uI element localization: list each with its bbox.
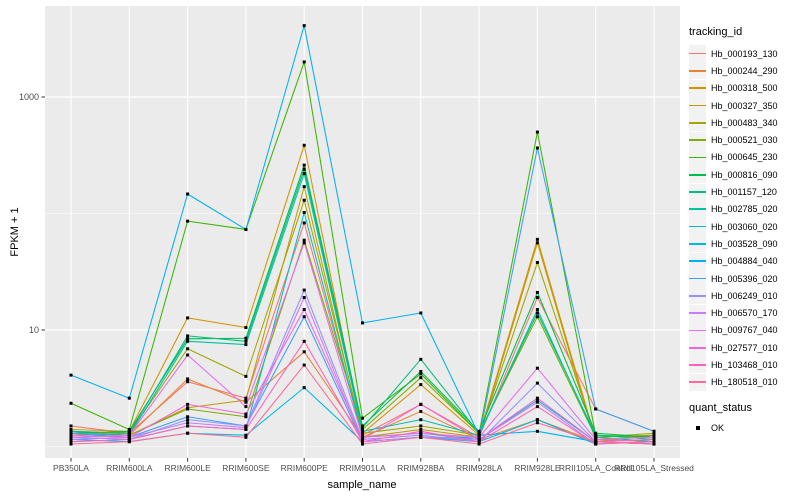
series-color-swatch-icon bbox=[689, 114, 706, 132]
series-color-swatch-icon bbox=[689, 252, 706, 270]
legend-entry: Hb_000244_290 bbox=[689, 62, 778, 80]
legend-entry: Hb_005396_020 bbox=[689, 270, 778, 287]
legend: tracking_id Hb_000193_130 Hb_000244_290 Hb… bbox=[689, 26, 778, 436]
x-tick-label: PB350LA bbox=[53, 463, 89, 473]
y-tick-label: 10 bbox=[29, 325, 39, 335]
series-color-swatch-icon bbox=[689, 218, 706, 236]
legend-entry-ok-label: OK bbox=[711, 422, 725, 433]
legend-entry-label: Hb_002785_020 bbox=[711, 204, 778, 215]
legend-entry-label: Hb_000244_290 bbox=[711, 65, 778, 76]
legend-entry-label: Hb_003060_020 bbox=[711, 221, 778, 232]
legend-entry-label: Hb_180518_010 bbox=[711, 377, 778, 388]
series-color-swatch-icon bbox=[689, 166, 706, 184]
legend-entry-label: Hb_004884_040 bbox=[711, 256, 778, 267]
x-tick-label: RRIM928BA bbox=[397, 463, 445, 473]
x-tick-label: RRIM600SE bbox=[222, 463, 270, 473]
legend-title-quant-status: quant_status bbox=[689, 401, 752, 414]
series-color-swatch-icon bbox=[689, 148, 706, 166]
y-axis-title: FPKM + 1 bbox=[9, 207, 21, 257]
legend-entry-label: Hb_000521_030 bbox=[711, 135, 778, 146]
legend-entry: Hb_009767_040 bbox=[689, 321, 778, 339]
legend-entry-label: Hb_000483_340 bbox=[711, 117, 778, 128]
x-tick-label: RRIM600PE bbox=[281, 463, 329, 473]
legend-entry-label: Hb_009767_040 bbox=[711, 325, 778, 336]
x-tick-label: RRIM600LA bbox=[106, 463, 153, 473]
series-color-swatch-icon bbox=[689, 373, 706, 391]
legend-entry: Hb_006570_170 bbox=[689, 304, 778, 322]
series-color-swatch-icon bbox=[689, 339, 706, 357]
legend-entry-label: Hb_000327_350 bbox=[711, 100, 778, 111]
legend-entry: Hb_006249_010 bbox=[689, 287, 778, 305]
legend-entry: Hb_000193_130 bbox=[689, 45, 778, 63]
x-tick-label: RRII105LA_Control bbox=[559, 463, 633, 473]
legend-entry-label: Hb_000816_090 bbox=[711, 169, 778, 180]
x-tick-label: RRIM928LE bbox=[514, 463, 561, 473]
legend-entry-label: Hb_000645_230 bbox=[711, 152, 778, 163]
legend-entry-label: Hb_006570_170 bbox=[711, 308, 778, 319]
series-color-swatch-icon bbox=[689, 270, 706, 287]
y-tick-label: 1000 bbox=[19, 92, 39, 102]
legend-entry: Hb_002785_020 bbox=[689, 200, 778, 218]
legend-title-tracking-id: tracking_id bbox=[689, 26, 743, 38]
x-tick-label: RRIM928LA bbox=[456, 463, 503, 473]
x-axis-title: sample_name bbox=[327, 479, 397, 491]
legend-entry: Hb_103468_010 bbox=[689, 356, 778, 374]
legend-entry: Hb_000318_500 bbox=[689, 79, 778, 97]
series-color-swatch-icon bbox=[689, 79, 706, 97]
series-color-swatch-icon bbox=[689, 62, 706, 80]
series-color-swatch-icon bbox=[689, 321, 706, 339]
data-points bbox=[69, 24, 656, 446]
legend-entry: Hb_000645_230 bbox=[689, 148, 778, 166]
series-color-swatch-icon bbox=[689, 287, 706, 305]
legend-entry: Hb_003528_090 bbox=[689, 235, 778, 253]
legend-entry-label: Hb_005396_020 bbox=[711, 273, 778, 284]
legend-entry: Hb_000521_030 bbox=[689, 131, 778, 149]
ok-point-swatch-icon bbox=[689, 419, 706, 436]
series-color-swatch-icon bbox=[689, 45, 706, 63]
legend-entry-label: Hb_003528_090 bbox=[711, 238, 778, 249]
legend-entries: Hb_000193_130 Hb_000244_290 Hb_000318_500 H… bbox=[689, 45, 778, 391]
x-tick-label: RRII105LA_Stressed bbox=[614, 463, 694, 473]
legend-entry: Hb_001157_120 bbox=[689, 183, 778, 201]
legend-entry-label: Hb_000318_500 bbox=[711, 83, 778, 94]
legend-entry: Hb_180518_010 bbox=[689, 373, 778, 391]
series-color-swatch-icon bbox=[689, 235, 706, 253]
series-color-swatch-icon bbox=[689, 200, 706, 218]
legend-entry-label: Hb_027577_010 bbox=[711, 342, 778, 353]
series-color-swatch-icon bbox=[689, 356, 706, 374]
legend-entry-label: Hb_103468_010 bbox=[711, 359, 778, 370]
legend-entry: Hb_027577_010 bbox=[689, 339, 778, 357]
x-tick-label: RRIM600LE bbox=[164, 463, 211, 473]
series-color-swatch-icon bbox=[689, 97, 706, 115]
x-tick-label: RRIM901LA bbox=[339, 463, 386, 473]
series-color-swatch-icon bbox=[689, 183, 706, 201]
legend-entry: Hb_000483_340 bbox=[689, 114, 778, 132]
legend-entry: Hb_003060_020 bbox=[689, 218, 778, 236]
legend-entry-label: Hb_001157_120 bbox=[711, 187, 777, 198]
series-color-swatch-icon bbox=[689, 304, 706, 322]
legend-entry-label: Hb_000193_130 bbox=[711, 48, 778, 59]
legend-entry: Hb_000816_090 bbox=[689, 166, 778, 184]
legend-entry-label: Hb_006249_010 bbox=[711, 290, 778, 301]
legend-entry: Hb_004884_040 bbox=[689, 252, 778, 270]
legend-entry-ok: OK bbox=[689, 419, 778, 436]
series-color-swatch-icon bbox=[689, 131, 706, 149]
legend-entry: Hb_000327_350 bbox=[689, 97, 778, 115]
